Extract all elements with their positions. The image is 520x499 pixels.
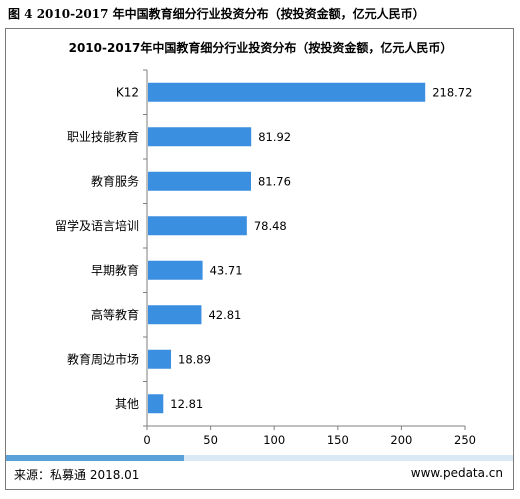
data-label: 18.89	[178, 352, 211, 366]
data-label: 81.76	[258, 174, 291, 188]
chart-title: 2010-2017年中国教育细分行业投资分布（按投资金额，亿元人民币）	[68, 41, 453, 55]
x-tick-label: 0	[143, 433, 150, 447]
category-label: 教育周边市场	[67, 351, 139, 366]
category-label: 高等教育	[91, 307, 139, 322]
category-label: K12	[116, 85, 139, 99]
category-label: 职业技能教育	[67, 129, 139, 144]
site-url: www.pedata.cn	[410, 466, 503, 480]
bar-chart: 0 50 100 150 200 250 K12 218.72 职业技能教育 81.92 教育服务 8…	[55, 69, 476, 447]
x-tick-label: 150	[327, 433, 349, 447]
source-note: 来源：私募通 2018.01	[14, 468, 140, 482]
data-label: 81.92	[258, 130, 291, 144]
data-label: 78.48	[254, 219, 287, 233]
bar	[148, 216, 247, 236]
chart-frame: 2010-2017年中国教育细分行业投资分布（按投资金额，亿元人民币） 0 50 1…	[5, 28, 514, 490]
x-tick-label: 50	[203, 433, 218, 447]
bar	[148, 394, 164, 414]
bar	[148, 82, 426, 102]
x-tick-label: 100	[263, 433, 285, 447]
bar	[148, 127, 252, 147]
data-label: 12.81	[170, 397, 203, 411]
bottom-rule-accent	[6, 455, 184, 461]
figure-caption: 图 4 2010-2017 年中国教育细分行业投资分布（按投资金额，亿元人民币）	[8, 7, 425, 21]
category-label: 教育服务	[91, 173, 139, 188]
bar	[148, 305, 202, 325]
bar	[148, 260, 203, 280]
category-label: 留学及语言培训	[55, 218, 139, 233]
bottom-rule	[6, 455, 513, 461]
bar	[148, 171, 251, 191]
category-label: 其他	[115, 397, 139, 411]
bar	[148, 349, 172, 369]
x-tick-label: 250	[454, 433, 476, 447]
category-label: 早期教育	[91, 262, 139, 277]
data-label: 43.71	[210, 263, 243, 277]
data-label: 42.81	[208, 308, 241, 322]
data-label: 218.72	[432, 85, 472, 99]
x-tick-label: 200	[390, 433, 412, 447]
